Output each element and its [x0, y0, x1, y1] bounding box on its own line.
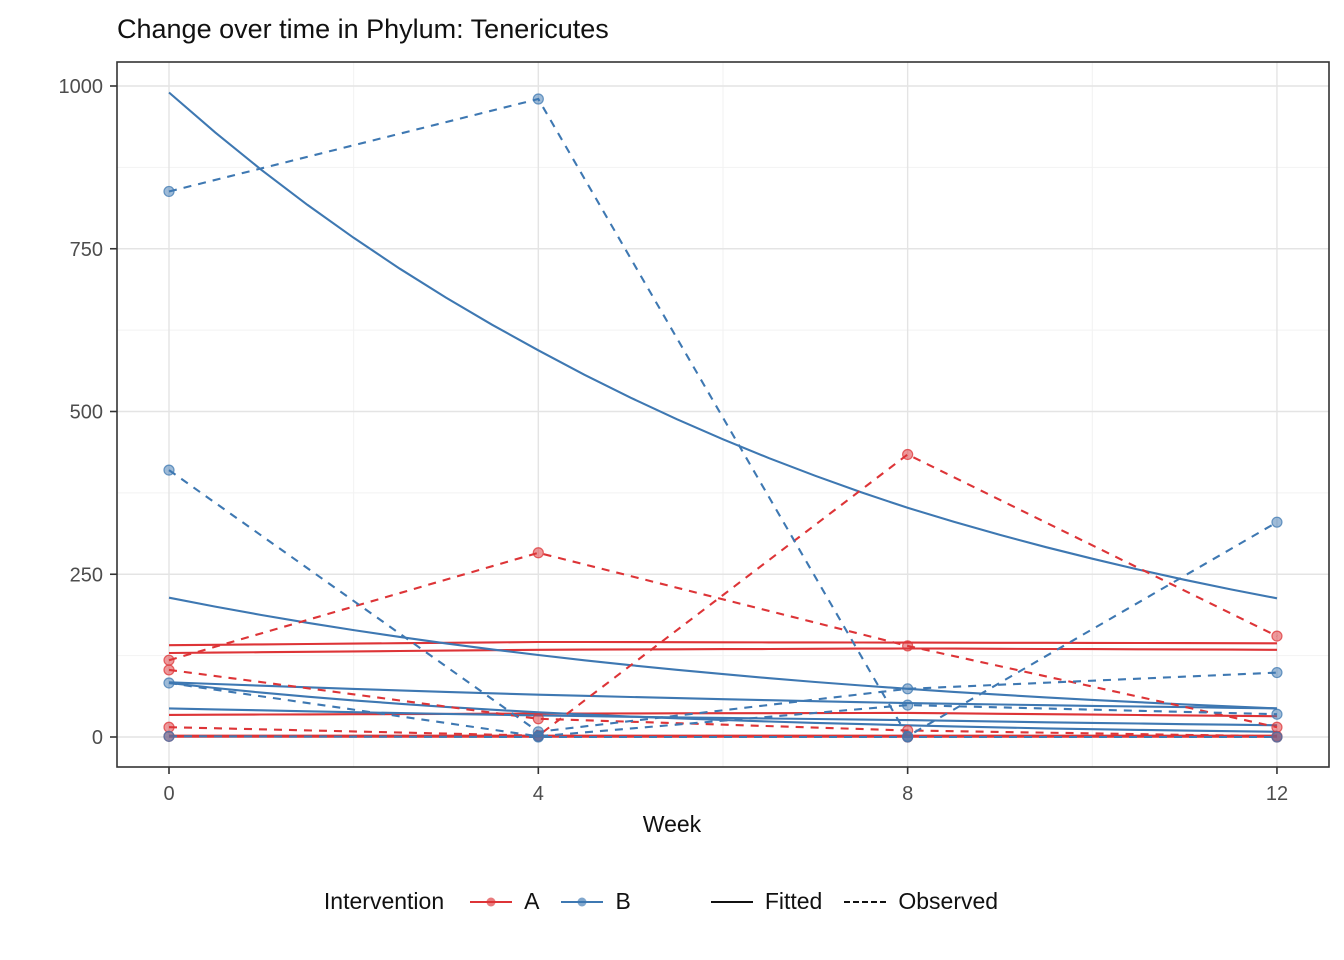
observed-point-A1-w8	[902, 640, 914, 652]
fitted-line-B5	[168, 707, 1278, 727]
observed-point-B4-w0	[163, 730, 175, 742]
observed-point-A2-w4	[532, 713, 544, 725]
fitted-line-key-icon	[710, 889, 753, 915]
fitted-line-A3	[168, 711, 1278, 718]
y-tick-label: 0	[92, 727, 103, 749]
y-tick-label: 750	[70, 239, 103, 261]
observed-point-B1-w4	[532, 93, 544, 105]
fitted-line-B4	[168, 681, 1278, 710]
legend-label-observed: Observed	[898, 888, 999, 914]
chart-title: Change over time in Phylum: Tenericutes	[117, 14, 609, 44]
observed-line-A1	[168, 551, 1278, 729]
y-tick-label: 500	[70, 402, 103, 424]
fitted-line-B1	[168, 91, 1278, 600]
observed-line-B3	[168, 681, 1278, 738]
legend-title: Intervention	[323, 888, 445, 914]
fitted-line-B2	[168, 596, 1278, 710]
panel-border	[116, 61, 1330, 768]
observed-point-B2-w0	[163, 464, 175, 476]
y-tick-label: 1000	[59, 76, 104, 98]
observed-point-A1-w4	[532, 547, 544, 559]
observed-point-B3-w8	[902, 699, 914, 711]
observed-point-B4-w8	[902, 731, 914, 743]
fitted-line-A2	[168, 647, 1278, 655]
observed-point-B2-w12	[1271, 666, 1283, 679]
x-tick-label: 0	[163, 783, 174, 805]
x-axis-label: Week	[642, 811, 702, 837]
observed-point-A3-w0	[163, 721, 175, 733]
legend: Intervention A B Fitted Observed	[0, 888, 1344, 915]
observed-point-A3-w12	[1271, 630, 1283, 642]
legend-label-fitted: Fitted	[764, 888, 823, 914]
observed-point-A3-w8	[902, 448, 914, 461]
observed-line-A2	[168, 668, 1278, 738]
legend-item-observed: Observed	[844, 888, 998, 915]
observed-point-B4-w12	[1271, 731, 1283, 743]
x-tick-label: 12	[1266, 783, 1288, 805]
x-tick-label: 8	[902, 783, 913, 805]
observed-line-A3	[168, 453, 1278, 737]
legend-item-fitted: Fitted	[710, 888, 823, 915]
legend-item-group-a: A	[470, 888, 539, 915]
observed-point-B3-w0	[163, 677, 175, 689]
observed-point-A1-w12	[1271, 721, 1283, 733]
observed-point-A1-w0	[163, 654, 175, 666]
legend-label-b: B	[615, 888, 631, 914]
group-a-key-icon	[470, 889, 513, 915]
group-b-key-icon	[561, 889, 604, 915]
fitted-line-A1	[168, 640, 1278, 647]
observed-point-B3-w12	[1271, 708, 1283, 720]
observed-point-A2-w0	[163, 664, 175, 676]
observed-point-B2-w8	[902, 683, 914, 695]
legend-item-group-b: B	[561, 888, 631, 915]
observed-point-B4-w4	[532, 731, 544, 743]
observed-line-B4	[168, 735, 1277, 739]
observed-line-key-icon	[844, 889, 887, 915]
x-tick-label: 4	[533, 783, 544, 805]
y-tick-label: 250	[70, 564, 103, 586]
legend-label-a: A	[524, 888, 540, 914]
observed-point-B1-w0	[163, 185, 175, 198]
observed-line-B2	[168, 469, 1278, 733]
observed-point-B1-w12	[1271, 516, 1283, 528]
